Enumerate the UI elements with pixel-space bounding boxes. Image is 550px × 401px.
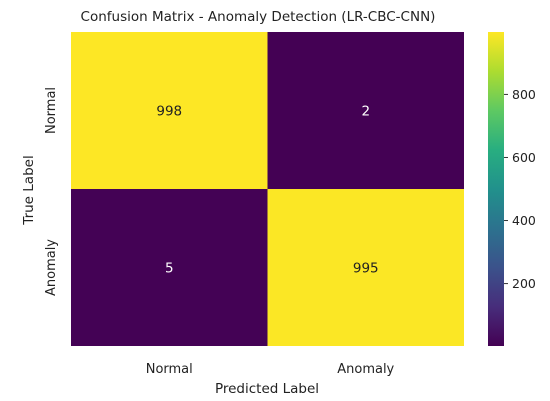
cell-value-label: 998 [156, 104, 182, 120]
heatmap-cell [267, 189, 464, 346]
colorbar-tick-label: 600 [512, 150, 536, 165]
x-tick-label: Normal [146, 362, 193, 377]
colorbar [488, 32, 504, 346]
cell-value-label: 5 [165, 261, 174, 277]
cell-value-label: 995 [353, 261, 379, 277]
x-tick-label: Anomaly [337, 362, 394, 377]
y-tick-label: Anomaly [44, 239, 59, 296]
chart-title: Confusion Matrix - Anomaly Detection (LR… [81, 9, 436, 25]
heatmap-cell [71, 189, 268, 346]
y-tick-label: Normal [44, 87, 59, 134]
y-axis-label: True Label [21, 155, 37, 225]
heatmap-cell-labels: 998 2 5 995 [156, 104, 378, 277]
colorbar-ticks: 200 400 600 800 [504, 87, 536, 291]
y-tick-labels: Normal Anomaly [44, 87, 59, 296]
x-axis-label: Predicted Label [215, 381, 319, 397]
x-tick-labels: Normal Anomaly [146, 362, 395, 377]
heatmap-cell [71, 32, 268, 189]
colorbar-tick-label: 400 [512, 213, 536, 228]
heatmap-cells [71, 32, 464, 346]
heatmap-cell [267, 32, 464, 189]
colorbar-tick-label: 800 [512, 87, 536, 102]
colorbar-tick-label: 200 [512, 276, 536, 291]
cell-value-label: 2 [361, 104, 370, 120]
